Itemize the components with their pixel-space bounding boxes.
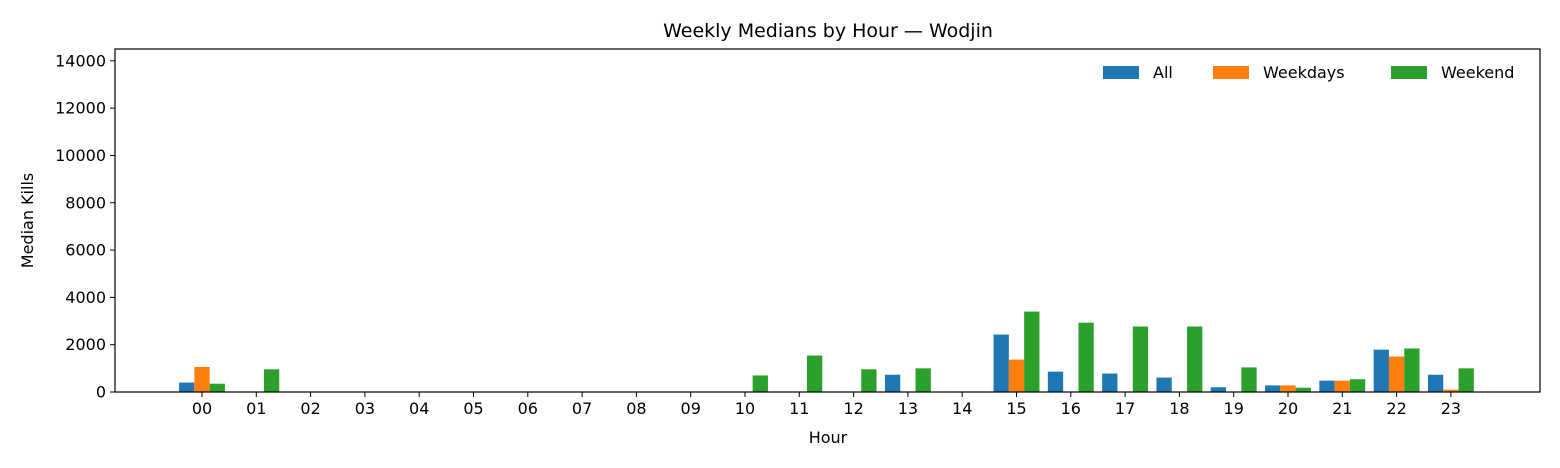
x-tick-label: 14 (952, 399, 972, 418)
legend-swatch-weekend (1391, 66, 1427, 79)
bar-weekend-01 (263, 369, 280, 392)
y-tick-label: 8000 (65, 193, 106, 212)
bars (179, 311, 1474, 392)
bar-weekend-20 (1295, 387, 1311, 392)
x-tick-label: 00 (192, 399, 212, 418)
bar-weekend-15 (1024, 311, 1040, 392)
y-tick-label: 14000 (55, 51, 106, 70)
bar-weekend-21 (1349, 379, 1366, 392)
bar-weekdays-00 (194, 366, 210, 392)
legend-label-all: All (1153, 63, 1173, 82)
chart-title: Weekly Medians by Hour — Wodjin (663, 20, 993, 42)
x-tick-label: 04 (409, 399, 429, 418)
x-tick-label: 16 (1061, 399, 1081, 418)
bar-weekend-13 (915, 368, 931, 392)
y-tick-label: 10000 (55, 146, 106, 165)
bar-all-22 (1373, 349, 1389, 392)
y-axis-label: Median Kills (18, 173, 37, 268)
bar-all-16 (1047, 371, 1064, 392)
x-tick-label: 02 (300, 399, 320, 418)
bar-weekend-18 (1187, 326, 1203, 392)
x-tick-label: 11 (789, 399, 809, 418)
bar-all-19 (1210, 387, 1227, 392)
bar-all-15 (993, 334, 1009, 392)
y-tick-label: 0 (96, 383, 106, 402)
bar-all-21 (1319, 380, 1335, 392)
bar-weekdays-21 (1334, 380, 1350, 392)
bar-weekdays-20 (1280, 385, 1296, 392)
x-tick-label: 09 (681, 399, 701, 418)
bar-weekdays-15 (1008, 359, 1025, 392)
bar-all-18 (1156, 377, 1172, 392)
bar-weekend-11 (806, 355, 823, 392)
bar-weekend-10 (752, 375, 768, 392)
x-tick-label: 07 (572, 399, 592, 418)
x-axis: 00 01 02 03 04 05 06 07 08 09 10 11 12 13 14 15 16 17 18 19… (192, 392, 1461, 418)
bar-weekend-00 (209, 383, 225, 392)
bar-weekdays-22 (1388, 356, 1405, 392)
x-tick-label: 08 (626, 399, 646, 418)
legend-swatch-all (1103, 66, 1139, 79)
bar-weekend-16 (1078, 322, 1094, 392)
bar-all-23 (1427, 374, 1444, 392)
bar-weekend-17 (1132, 326, 1149, 392)
bar-weekend-19 (1241, 367, 1257, 392)
x-tick-label: 13 (898, 399, 918, 418)
bar-all-13 (884, 374, 901, 392)
legend-swatch-weekdays (1213, 66, 1249, 79)
x-tick-label: 19 (1224, 399, 1244, 418)
x-tick-label: 20 (1278, 399, 1298, 418)
legend-label-weekend: Weekend (1441, 63, 1514, 82)
x-tick-label: 22 (1386, 399, 1406, 418)
x-tick-label: 10 (735, 399, 755, 418)
legend-label-weekdays: Weekdays (1263, 63, 1345, 82)
bar-weekend-22 (1404, 348, 1420, 392)
plot-frame (114, 48, 1541, 393)
bar-weekend-23 (1458, 368, 1474, 392)
x-tick-label: 23 (1441, 399, 1461, 418)
bar-all-17 (1102, 373, 1118, 392)
x-tick-label: 21 (1332, 399, 1352, 418)
x-tick-label: 05 (463, 399, 483, 418)
x-tick-label: 06 (518, 399, 538, 418)
y-axis: 0 2000 4000 6000 8000 10000 12000 14000 (55, 51, 115, 402)
y-tick-label: 2000 (65, 335, 106, 354)
legend[interactable]: All Weekdays Weekend (1103, 63, 1514, 82)
x-tick-label: 03 (355, 399, 375, 418)
x-tick-label: 12 (843, 399, 863, 418)
x-tick-label: 17 (1115, 399, 1135, 418)
x-axis-label: Hour (809, 428, 848, 447)
y-tick-label: 12000 (55, 99, 106, 118)
x-tick-label: 15 (1006, 399, 1026, 418)
bar-weekdays-23 (1443, 389, 1459, 392)
x-tick-label: 18 (1169, 399, 1189, 418)
bar-weekend-12 (861, 369, 877, 392)
bar-all-20 (1265, 385, 1281, 392)
bar-all-00 (179, 382, 195, 392)
x-tick-label: 01 (246, 399, 266, 418)
y-tick-label: 6000 (65, 241, 106, 260)
y-tick-label: 4000 (65, 288, 106, 307)
